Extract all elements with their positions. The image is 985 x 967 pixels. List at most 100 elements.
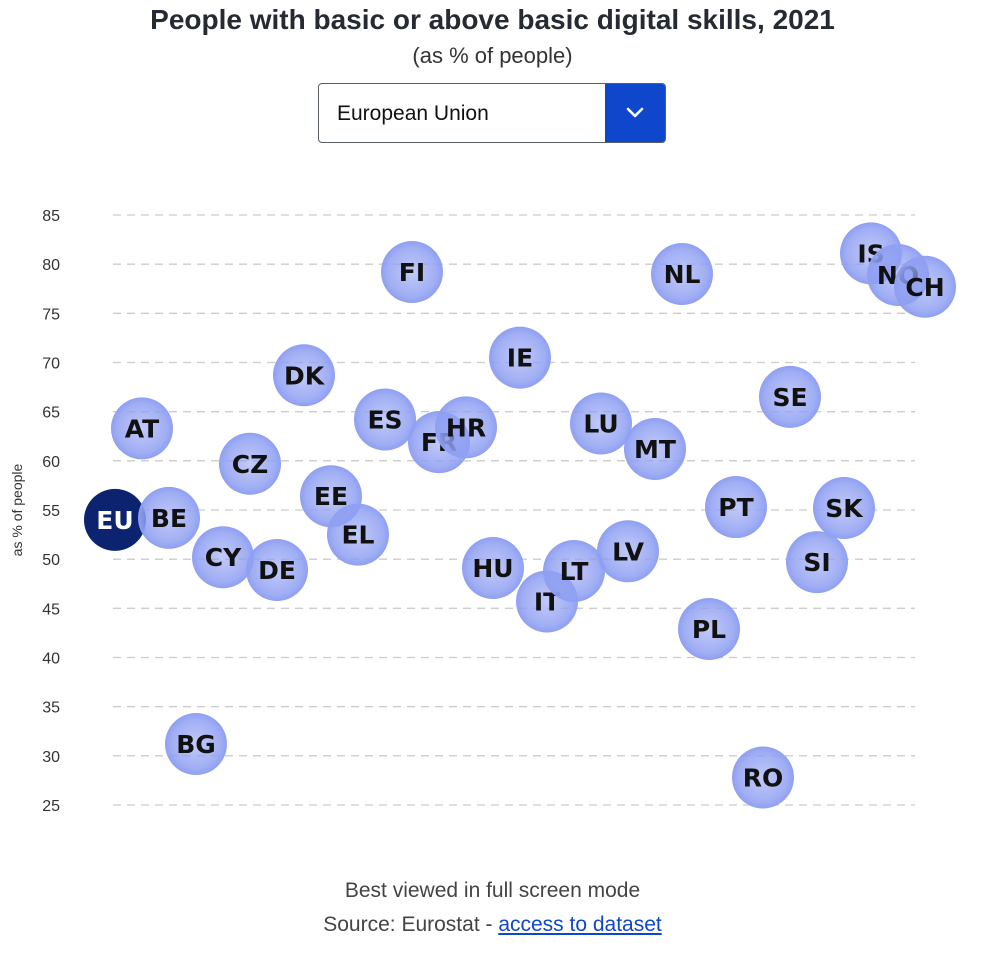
y-tick-label: 85 — [42, 208, 60, 225]
y-tick-label: 80 — [42, 257, 60, 274]
bubble-label: SI — [803, 548, 830, 577]
bubble-circle — [192, 526, 254, 589]
bubble-circle — [894, 255, 956, 318]
chart-title: People with basic or above basic digital… — [150, 4, 835, 35]
bubble-label: HU — [472, 554, 513, 583]
bubble-circle — [462, 537, 524, 600]
bubble-circle — [111, 397, 173, 460]
bubble-circle — [759, 365, 821, 428]
country-select[interactable]: European Union — [318, 83, 666, 143]
bubble-cy[interactable]: CY — [192, 526, 254, 589]
bubble-label: CZ — [232, 450, 268, 479]
bubble-eu[interactable]: EU — [84, 488, 146, 551]
y-tick-label: 65 — [42, 405, 60, 422]
bubble-si[interactable]: SI — [786, 531, 848, 594]
y-axis-ticks: 25 30 35 40 45 50 55 60 65 70 75 80 85 — [42, 208, 60, 815]
bubble-ch[interactable]: CH — [894, 255, 956, 318]
bubble-circle — [705, 476, 767, 539]
bubble-circle — [327, 503, 389, 566]
chart-subtitle: (as % of people) — [412, 43, 573, 68]
bubble-circle — [354, 388, 416, 451]
bubble-circle — [165, 713, 227, 776]
bubble-label: MT — [634, 435, 676, 464]
bubble-circle — [219, 432, 281, 495]
bubble-circle — [381, 241, 443, 304]
bubble-hr[interactable]: HR — [435, 396, 497, 459]
bubble-es[interactable]: ES — [354, 388, 416, 451]
bubble-label: IE — [507, 344, 533, 373]
bubble-ro[interactable]: RO — [732, 746, 794, 809]
bubble-se[interactable]: SE — [759, 365, 821, 428]
bubbles: EUATBEBGCYCZDEDKEEELESFIFRHRHUIEITLTLULV… — [84, 222, 956, 809]
bubble-label: PL — [692, 615, 726, 644]
bubble-label: DE — [258, 556, 296, 585]
bubble-fi[interactable]: FI — [381, 241, 443, 304]
bubble-label: EE — [314, 482, 348, 511]
dataset-link[interactable]: access to dataset — [498, 913, 662, 936]
fullscreen-note: Best viewed in full screen mode — [344, 879, 641, 902]
dropdown-button[interactable] — [605, 84, 665, 142]
bubble-label: EL — [341, 521, 374, 550]
y-tick-label: 40 — [42, 651, 60, 668]
bubble-de[interactable]: DE — [246, 538, 308, 601]
y-tick-label: 60 — [42, 454, 60, 471]
bubble-hu[interactable]: HU — [462, 537, 524, 600]
bubble-label: BG — [176, 730, 216, 759]
y-tick-label: 70 — [42, 356, 60, 373]
country-select-value: European Union — [337, 102, 489, 125]
bubble-circle — [246, 538, 308, 601]
bubble-ie[interactable]: IE — [489, 326, 551, 389]
bubble-circle — [786, 531, 848, 594]
bubble-label: FI — [399, 258, 425, 287]
y-tick-label: 75 — [42, 306, 60, 323]
bubble-circle — [813, 477, 875, 540]
bubble-label: HR — [446, 413, 486, 442]
bubble-lv[interactable]: LV — [597, 520, 659, 583]
bubble-lt[interactable]: LT — [543, 539, 605, 602]
bubble-label: EU — [96, 506, 133, 535]
bubble-circle — [678, 597, 740, 660]
bubble-circle — [624, 418, 686, 481]
bubble-circle — [570, 392, 632, 455]
bubble-pl[interactable]: PL — [678, 597, 740, 660]
chevron-down-icon — [626, 107, 644, 118]
y-axis-title: as % of people — [9, 463, 25, 556]
bubble-label: PT — [718, 493, 753, 522]
bubble-sk[interactable]: SK — [813, 477, 875, 540]
bubble-at[interactable]: AT — [111, 397, 173, 460]
bubble-label: BE — [151, 504, 187, 533]
bubble-label: LV — [612, 537, 644, 566]
bubble-label: SE — [772, 383, 807, 412]
bubble-be[interactable]: BE — [138, 486, 200, 549]
bubble-chart: 25 30 35 40 45 50 55 60 65 70 75 80 85 as % of peopl… — [9, 208, 956, 815]
bubble-label: CH — [905, 273, 944, 302]
y-tick-label: 30 — [42, 749, 60, 766]
bubble-pt[interactable]: PT — [705, 476, 767, 539]
source-line: Source: Eurostat - access to dataset — [0, 913, 985, 937]
bubble-lu[interactable]: LU — [570, 392, 632, 455]
gridlines — [113, 214, 915, 806]
bubble-label: AT — [125, 414, 159, 443]
bubble-circle — [651, 243, 713, 305]
bubble-mt[interactable]: MT — [624, 418, 686, 481]
bubble-el[interactable]: EL — [327, 503, 389, 566]
bubble-bg[interactable]: BG — [165, 713, 227, 776]
y-tick-label: 25 — [42, 798, 60, 815]
bubble-label: CY — [205, 543, 242, 572]
bubble-cz[interactable]: CZ — [219, 432, 281, 495]
bubble-circle — [732, 746, 794, 809]
source-prefix: Source: Eurostat - — [323, 913, 499, 936]
y-tick-label: 35 — [42, 700, 60, 717]
bubble-circle — [138, 486, 200, 549]
bubble-label: DK — [284, 361, 326, 390]
bubble-nl[interactable]: NL — [651, 243, 713, 305]
bubble-dk[interactable]: DK — [273, 344, 335, 407]
bubble-circle — [84, 488, 146, 551]
bubble-circle — [597, 520, 659, 583]
bubble-circle — [489, 326, 551, 389]
y-tick-label: 45 — [42, 601, 60, 618]
bubble-label: LT — [560, 557, 589, 586]
y-tick-label: 55 — [42, 503, 60, 520]
bubble-label: LU — [583, 409, 618, 438]
bubble-circle — [435, 396, 497, 459]
